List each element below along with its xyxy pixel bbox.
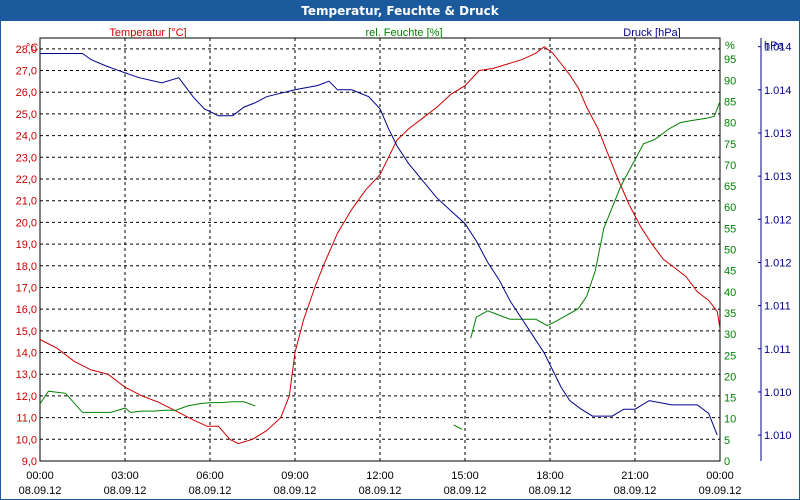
x-tick-time: 21:00 (621, 470, 649, 482)
humidity-tick-label: 20 (724, 371, 736, 383)
humidity-tick-label: 70 (724, 160, 736, 172)
temperature-tick-label: 9,0 (22, 456, 37, 468)
humidity-tick-label: 45 (724, 266, 736, 278)
humidity-line (470, 101, 721, 339)
x-tick-time: 03:00 (111, 470, 139, 482)
temperature-tick-label: 17,0 (16, 282, 37, 294)
humidity-tick-label: 40 (724, 287, 736, 299)
humidity-tick-label: 90 (724, 75, 736, 87)
temperature-tick-label: 18,0 (16, 261, 37, 273)
temperature-tick-label: 23,0 (16, 152, 37, 164)
humidity-tick-label: 55 (724, 223, 736, 235)
x-tick-date: 08.09.12 (529, 485, 572, 497)
temperature-tick-label: 26,0 (16, 87, 37, 99)
pressure-tick-label: 1.012 (764, 214, 792, 226)
temperature-tick-label: 24,0 (16, 131, 37, 143)
pressure-tick-label: 1.013 (764, 171, 792, 183)
pressure-line (40, 53, 718, 436)
temperature-tick-label: 25,0 (16, 109, 37, 121)
humidity-tick-label: 10 (724, 414, 736, 426)
pressure-tick-label: 1.010 (764, 387, 792, 399)
temperature-tick-label: 12,0 (16, 391, 37, 403)
humidity-line (39, 390, 256, 413)
humidity-tick-label: 0 (724, 456, 730, 468)
x-tick-date: 08.09.12 (359, 485, 402, 497)
humidity-unit: % (725, 40, 735, 52)
grid (40, 38, 720, 462)
temperature-tick-label: 13,0 (16, 369, 37, 381)
pressure-tick-label: 1.014 (764, 85, 792, 97)
x-tick-date: 08.09.12 (19, 485, 62, 497)
humidity-tick-label: 95 (724, 54, 736, 66)
pressure-axis-label: Druck [hPa] (623, 27, 680, 39)
x-tick-time: 00:00 (26, 470, 54, 482)
humidity-tick-label: 75 (724, 139, 736, 151)
humidity-tick-label: 5 (724, 435, 730, 447)
humidity-tick-label: 60 (724, 202, 736, 214)
temperature-tick-label: 16,0 (16, 304, 37, 316)
x-tick-time: 00:00 (706, 470, 734, 482)
pressure-unit: hPa (764, 40, 784, 52)
x-tick-date: 08.09.12 (614, 485, 657, 497)
humidity-tick-label: 50 (724, 245, 736, 257)
pressure-tick-label: 1.010 (764, 430, 792, 442)
x-tick-date: 08.09.12 (104, 485, 147, 497)
temperature-tick-label: 15,0 (16, 326, 37, 338)
temperature-tick-label: 21,0 (16, 196, 37, 208)
humidity-tick-label: 65 (724, 181, 736, 193)
humidity-tick-label: 30 (724, 329, 736, 341)
pressure-tick-label: 1.011 (764, 301, 791, 313)
pressure-tick-label: 1.011 (764, 344, 791, 356)
x-tick-time: 09:00 (281, 470, 309, 482)
x-tick-time: 12:00 (366, 470, 394, 482)
humidity-tick-label: 25 (724, 350, 736, 362)
temperature-tick-label: 22,0 (16, 174, 37, 186)
temperature-line (39, 46, 721, 445)
x-tick-date: 08.09.12 (444, 485, 487, 497)
temperature-tick-label: 28,0 (16, 44, 37, 56)
axis-ticks: 9,0 10,0 11,0 12,0 13,0 14,0 15,0 16,0 17,0 18,0 1… (16, 42, 792, 497)
humidity-tick-label: 15 (724, 393, 736, 405)
temperature-tick-label: 14,0 (16, 348, 37, 360)
x-tick-date: 08.09.12 (274, 485, 317, 497)
temperature-tick-label: 27,0 (16, 66, 37, 78)
x-tick-time: 18:00 (536, 470, 564, 482)
temperature-unit: °C (26, 42, 38, 54)
temperature-tick-label: 20,0 (16, 217, 37, 229)
humidity-tick-label: 80 (724, 118, 736, 130)
pressure-tick-label: 1.012 (764, 257, 792, 269)
temperature-tick-label: 19,0 (16, 239, 37, 251)
window-title: Temperatur, Feuchte & Druck (1, 1, 799, 21)
humidity-tick-label: 85 (724, 96, 736, 108)
series-layer (39, 46, 721, 445)
x-tick-time: 15:00 (451, 470, 479, 482)
x-tick-date: 09.09.12 (699, 485, 742, 497)
humidity-line (453, 424, 463, 430)
x-tick-time: 06:00 (196, 470, 224, 482)
pressure-tick-label: 1.014 (764, 42, 792, 54)
humidity-axis-label: rel. Feuchte [%] (365, 27, 442, 39)
x-tick-date: 08.09.12 (189, 485, 232, 497)
temperature-axis-label: Temperatur [°C] (109, 27, 186, 39)
temperature-tick-label: 10,0 (16, 434, 37, 446)
humidity-tick-label: 35 (724, 308, 736, 320)
temperature-tick-label: 11,0 (16, 413, 37, 425)
pressure-tick-label: 1.013 (764, 128, 792, 140)
